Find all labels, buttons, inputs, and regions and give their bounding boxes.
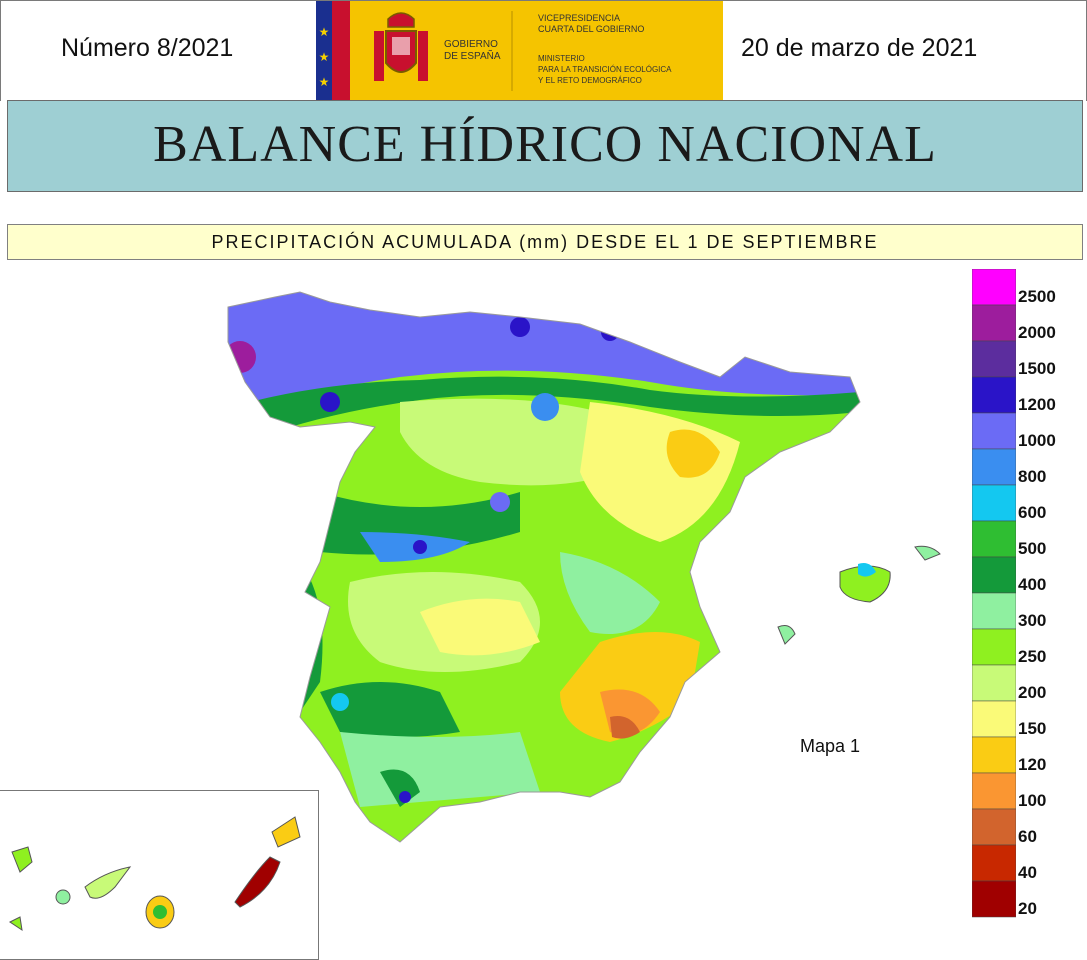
canary-islands bbox=[9, 816, 301, 932]
legend-label-300: 300 bbox=[1018, 611, 1047, 630]
legend-swatch-250 bbox=[972, 628, 1016, 666]
svg-text:★: ★ bbox=[319, 25, 330, 39]
legend-label-100: 100 bbox=[1018, 791, 1047, 810]
map-label: Mapa 1 bbox=[800, 736, 861, 756]
legend-swatch-600 bbox=[972, 484, 1016, 522]
issue-number: Número 8/2021 bbox=[61, 34, 234, 62]
svg-text:Y EL RETO DEMOGRÁFICO: Y EL RETO DEMOGRÁFICO bbox=[538, 76, 642, 85]
page-title: BALANCE HÍDRICO NACIONAL bbox=[153, 116, 937, 173]
precipitation-legend bbox=[972, 269, 1016, 918]
precipitation-map bbox=[9, 291, 941, 932]
legend-swatch-150 bbox=[972, 700, 1016, 738]
legend-swatch-2500 bbox=[972, 269, 1016, 306]
coat-of-arms-icon bbox=[374, 12, 428, 81]
legend-label-500: 500 bbox=[1018, 539, 1047, 558]
publication-date: 20 de marzo de 2021 bbox=[741, 34, 978, 62]
legend-label-2000: 2000 bbox=[1018, 323, 1056, 342]
subtitle-banner: PRECIPITACIÓN ACUMULADA (mm) DESDE EL 1 … bbox=[7, 224, 1083, 260]
legend-swatch-2000 bbox=[972, 304, 1016, 342]
legend-swatch-20 bbox=[972, 880, 1016, 918]
logo-vicepresidency-text: VICEPRESIDENCIA bbox=[538, 13, 620, 23]
legend-swatch-40 bbox=[972, 844, 1016, 882]
title-banner: BALANCE HÍDRICO NACIONAL bbox=[7, 100, 1083, 192]
svg-text:CUARTA DEL GOBIERNO: CUARTA DEL GOBIERNO bbox=[538, 24, 644, 34]
svg-text:PARA LA TRANSICIÓN ECOLÓGICA: PARA LA TRANSICIÓN ECOLÓGICA bbox=[538, 65, 672, 74]
legend-swatch-120 bbox=[972, 736, 1016, 774]
bulletin-header: Número 8/2021 ★ ★ ★ GOBIERNO DE ESPAÑA V… bbox=[0, 0, 1087, 101]
legend-label-40: 40 bbox=[1018, 863, 1037, 882]
legend-swatch-1000 bbox=[972, 412, 1016, 450]
legend-swatch-200 bbox=[972, 664, 1016, 702]
legend-label-200: 200 bbox=[1018, 683, 1047, 702]
legend-label-150: 150 bbox=[1018, 719, 1047, 738]
svg-text:DE ESPAÑA: DE ESPAÑA bbox=[444, 49, 501, 62]
balearic-islands bbox=[777, 545, 941, 645]
canary-islands-inset bbox=[0, 790, 319, 960]
legend-label-1200: 1200 bbox=[1018, 395, 1056, 414]
logo-government-text: GOBIERNO bbox=[444, 39, 498, 50]
government-logo: ★ ★ ★ GOBIERNO DE ESPAÑA VICEPRESIDENCIA… bbox=[316, 1, 723, 101]
legend-swatch-1500 bbox=[972, 340, 1016, 378]
svg-text:★: ★ bbox=[319, 75, 330, 89]
legend-label-120: 120 bbox=[1018, 755, 1047, 774]
legend-label-400: 400 bbox=[1018, 575, 1047, 594]
svg-text:★: ★ bbox=[319, 50, 330, 64]
legend-swatch-300 bbox=[972, 592, 1016, 630]
legend-swatch-500 bbox=[972, 520, 1016, 558]
legend-label-20: 20 bbox=[1018, 899, 1037, 918]
legend-label-60: 60 bbox=[1018, 827, 1037, 846]
legend-swatch-400 bbox=[972, 556, 1016, 594]
legend-swatch-1200 bbox=[972, 376, 1016, 414]
legend-label-800: 800 bbox=[1018, 467, 1047, 486]
peninsula-precipitation-field bbox=[228, 292, 860, 842]
map-subtitle: PRECIPITACIÓN ACUMULADA (mm) DESDE EL 1 … bbox=[211, 232, 879, 252]
legend-label-2500: 2500 bbox=[1018, 287, 1056, 306]
legend-label-1000: 1000 bbox=[1018, 431, 1056, 450]
legend-swatch-60 bbox=[972, 808, 1016, 846]
legend-label-250: 250 bbox=[1018, 647, 1047, 666]
legend-label-600: 600 bbox=[1018, 503, 1047, 522]
legend-swatch-800 bbox=[972, 448, 1016, 486]
legend-label-1500: 1500 bbox=[1018, 359, 1056, 378]
logo-ministry-text: MINISTERIO bbox=[538, 54, 585, 63]
legend-swatch-100 bbox=[972, 772, 1016, 810]
